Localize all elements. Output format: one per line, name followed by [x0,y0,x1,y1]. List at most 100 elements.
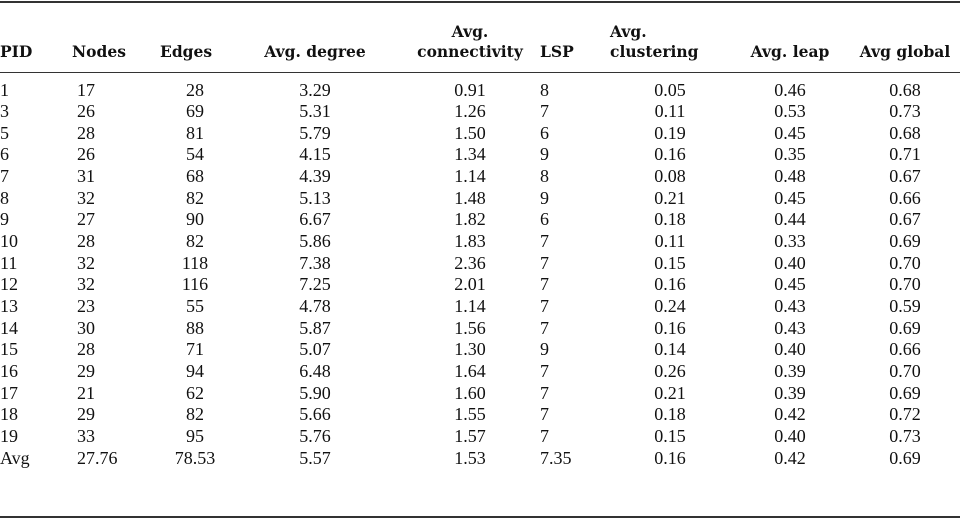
cell-avg-clustering: 0.19 [654,122,686,143]
table-row: 19 33 95 5.76 1.57 7 0.15 0.40 0.73 [0,425,960,447]
cell-avg-clustering: 0.21 [654,382,686,403]
cell-avg-leap: 0.40 [774,339,806,360]
header-rule [0,72,960,73]
cell-edges: 118 [181,252,209,273]
cell-avg-global: 0.73 [889,426,921,447]
cell-lsp: 7 [540,252,549,273]
cell-avg-global: 0.71 [889,144,921,165]
cell-avg-global: 0.70 [889,252,921,273]
cell-avg-global: 0.69 [889,317,921,338]
table-row: 11 32 118 7.38 2.36 7 0.15 0.40 0.70 [0,252,960,274]
table-row: 5 28 81 5.79 1.50 6 0.19 0.45 0.68 [0,122,960,144]
cell-nodes: 27 [77,209,95,230]
col-header-avg-degree: Avg. degree [264,42,366,61]
cell-nodes: 17 [77,80,95,100]
cell-nodes: 27.76 [77,447,118,468]
cell-avg-leap: 0.45 [774,187,806,208]
cell-nodes: 33 [77,426,95,447]
cell-avg-global: 0.72 [889,404,921,425]
cell-avg-global: 0.70 [889,361,921,382]
col-header-avg-connectivity: Avg. connectivity [417,22,523,61]
cell-lsp: 7 [540,361,549,382]
cell-avg-global: 0.68 [889,122,921,143]
cell-pid: 12 [0,274,18,295]
col-header-nodes: Nodes [72,42,126,61]
cell-avg-clustering: 0.11 [654,100,686,121]
cell-avg-degree: 4.15 [299,144,331,165]
cell-nodes: 31 [77,165,95,186]
cell-avg-leap: 0.42 [774,447,806,468]
cell-edges: 90 [186,209,204,230]
table-body: 1 17 28 3.29 0.91 8 0.05 0.46 0.68 3 26 69 5.31 1.26 7… [0,74,960,469]
col-header-lsp: LSP [540,42,574,61]
cell-avg-global: 0.66 [889,339,921,360]
table-row: 8 32 82 5.13 1.48 9 0.21 0.45 0.66 [0,187,960,209]
cell-nodes: 29 [77,361,95,382]
cell-avg-degree: 7.25 [299,274,331,295]
cell-avg-global: 0.70 [889,274,921,295]
cell-avg-degree: 5.76 [299,426,331,447]
cell-avg-connectivity: 1.26 [454,100,486,121]
cell-avg-leap: 0.45 [774,274,806,295]
cell-avg-connectivity: 2.01 [454,274,486,295]
cell-edges: 95 [186,426,204,447]
cell-pid: 9 [0,209,9,230]
cell-avg-clustering: 0.16 [654,274,686,295]
cell-lsp: 7 [540,274,549,295]
cell-avg-clustering: 0.18 [654,209,686,230]
cell-nodes: 32 [77,274,95,295]
cell-avg-connectivity: 1.34 [454,144,486,165]
cell-avg-degree: 5.87 [299,317,331,338]
cell-avg-degree: 5.66 [299,404,331,425]
cell-avg-leap: 0.53 [774,100,806,121]
cell-avg-connectivity: 1.48 [454,187,486,208]
cell-avg-global: 0.69 [889,382,921,403]
cell-edges: 82 [186,187,204,208]
cell-nodes: 32 [77,252,95,273]
cell-avg-leap: 0.48 [774,165,806,186]
table-row: 3 26 69 5.31 1.26 7 0.11 0.53 0.73 [0,100,960,122]
cell-nodes: 28 [77,230,95,251]
cell-edges: 81 [186,122,204,143]
cell-lsp: 7 [540,230,549,251]
table-row-average: Avg 27.76 78.53 5.57 1.53 7.35 0.16 0.42 0.69 [0,447,960,469]
col-header-pid: PID [0,42,33,61]
cell-edges: 68 [186,165,204,186]
cell-lsp: 9 [540,339,549,360]
table-row: 1 17 28 3.29 0.91 8 0.05 0.46 0.68 [0,74,960,100]
cell-avg-connectivity: 1.82 [454,209,486,230]
cell-nodes: 29 [77,404,95,425]
cell-avg-clustering: 0.18 [654,404,686,425]
cell-lsp: 7 [540,404,549,425]
cell-avg-connectivity: 1.30 [454,339,486,360]
cell-avg-global: 0.67 [889,165,921,186]
cell-pid: 11 [0,252,18,273]
cell-nodes: 26 [77,100,95,121]
cell-avg-degree: 3.29 [299,80,331,100]
table-row: 15 28 71 5.07 1.30 9 0.14 0.40 0.66 [0,339,960,361]
cell-avg-degree: 5.79 [299,122,331,143]
cell-avg-global: 0.59 [889,296,921,317]
cell-avg-connectivity: 1.14 [454,296,486,317]
cell-avg-connectivity: 0.91 [454,80,486,100]
cell-avg-connectivity: 1.57 [454,426,486,447]
cell-avg-leap: 0.39 [774,382,806,403]
cell-avg-clustering: 0.24 [654,296,686,317]
cell-avg-leap: 0.40 [774,426,806,447]
cell-avg-leap: 0.39 [774,361,806,382]
cell-avg-degree: 7.38 [299,252,331,273]
cell-pid: 10 [0,230,18,251]
cell-avg-connectivity: 1.50 [454,122,486,143]
cell-pid: 6 [0,144,9,165]
cell-edges: 82 [186,230,204,251]
cell-nodes: 32 [77,187,95,208]
cell-avg-degree: 5.31 [299,100,331,121]
cell-avg-clustering: 0.15 [654,426,686,447]
cell-nodes: 26 [77,144,95,165]
cell-lsp: 7 [540,296,549,317]
cell-avg-leap: 0.35 [774,144,806,165]
cell-edges: 62 [186,382,204,403]
cell-avg-leap: 0.42 [774,404,806,425]
cell-avg-connectivity: 1.56 [454,317,486,338]
